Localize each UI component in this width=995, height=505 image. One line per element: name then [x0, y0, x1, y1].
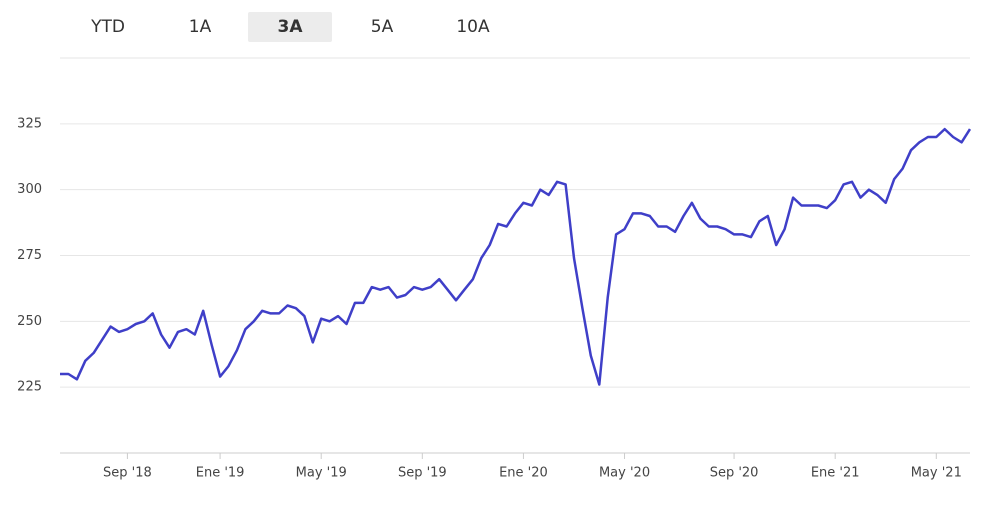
range-tab[interactable]: YTD — [90, 17, 125, 37]
y-tick-label: 250 — [17, 314, 42, 329]
x-tick-label: Ene '19 — [196, 466, 245, 481]
x-tick-label: Sep '18 — [103, 466, 152, 481]
price-line — [60, 127, 972, 386]
x-tick-label: Sep '20 — [710, 466, 759, 481]
x-tick-label: May '20 — [599, 466, 650, 481]
y-tick-label: 225 — [17, 380, 42, 395]
x-tick-label: Ene '20 — [499, 466, 548, 481]
range-tab[interactable]: 5A — [371, 17, 394, 37]
y-tick-label: 325 — [17, 116, 42, 131]
range-tab[interactable]: 10A — [456, 17, 490, 37]
x-tick-label: May '21 — [911, 466, 962, 481]
y-tick-label: 300 — [17, 182, 42, 197]
x-tick-label: Sep '19 — [398, 466, 447, 481]
selected-tab-bg — [248, 12, 332, 42]
y-tick-label: 275 — [17, 248, 42, 263]
x-tick-label: Ene '21 — [811, 466, 860, 481]
x-tick-label: May '19 — [296, 466, 347, 481]
range-tab[interactable]: 3A — [278, 17, 304, 37]
range-tab[interactable]: 1A — [189, 17, 212, 37]
